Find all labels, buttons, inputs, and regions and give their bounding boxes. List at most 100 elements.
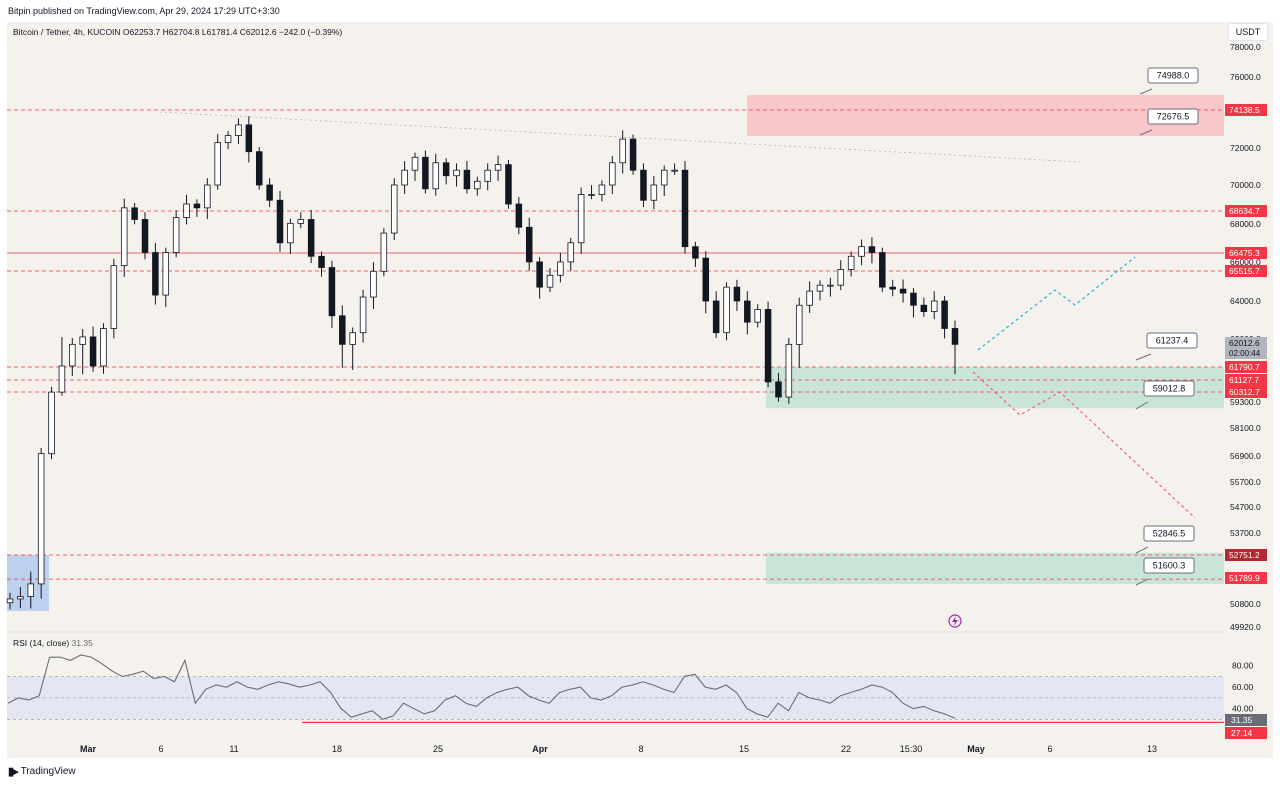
publisher-bar: Bitpin published on TradingView.com, Apr…	[0, 0, 1280, 22]
rsi-line	[7, 654, 956, 720]
candle-body-6	[69, 343, 76, 367]
callout-box-4	[1143, 525, 1195, 542]
bullish-projection-path	[977, 256, 1136, 351]
candle-body-47	[494, 164, 502, 171]
time-tick-label-10: May	[967, 744, 985, 754]
candle-body-71	[744, 300, 751, 323]
flash-icon	[948, 614, 962, 628]
callout-pointer-2	[1135, 353, 1152, 361]
price-tag-0: 74138.5	[1229, 105, 1260, 115]
candle-body-31	[328, 267, 336, 317]
candle-body-2	[27, 583, 35, 597]
legend-change: −242.0 (−0.39%)	[279, 27, 342, 37]
price-tag-bg-7	[1225, 549, 1267, 561]
candle-body-40	[422, 156, 429, 190]
candle-body-65	[681, 169, 689, 248]
price-tag-bg-0	[1225, 104, 1267, 116]
price-tag-6: 60312.7	[1229, 387, 1260, 397]
price-tag-2: 66475.3	[1229, 248, 1260, 258]
price-tick-label-0: 78000.0	[1230, 42, 1261, 52]
candle-body-54	[567, 242, 575, 263]
candle-body-42	[442, 162, 450, 177]
candle-body-25	[266, 184, 273, 201]
callout-label-4: 52846.5	[1153, 529, 1186, 539]
legend-high-label: H	[163, 27, 169, 37]
candle-body-20	[214, 142, 221, 186]
symbol-legend: Bitcoin / Tether, 4h, KUCOIN O62253.7 H6…	[13, 27, 342, 37]
candle-body-81	[847, 255, 855, 270]
candle-body-12	[131, 207, 138, 220]
candle-body-14	[152, 252, 159, 296]
candle-body-39	[411, 156, 419, 171]
price-tag-3: 65515.7	[1229, 266, 1260, 276]
price-tag-bg-3	[1225, 265, 1267, 277]
candle-body-49	[515, 203, 523, 228]
callout-pointer-4	[1135, 546, 1149, 554]
time-tick-label-9: 15:30	[900, 744, 923, 754]
candle-body-28	[297, 219, 305, 224]
candle-body-85	[889, 286, 896, 290]
footer: ▮▸ TradingView	[8, 765, 76, 778]
callout-box-3	[1143, 380, 1195, 397]
callout-pointer-1	[1139, 129, 1153, 136]
candle-body-55	[577, 194, 585, 244]
price-tick-label-16: 50800.0	[1230, 599, 1261, 609]
callout-box-0	[1147, 67, 1199, 84]
candle-body-38	[401, 169, 408, 186]
price-tag-bg-4	[1225, 361, 1267, 373]
price-tag-bg-8	[1225, 572, 1267, 584]
candle-body-79	[827, 284, 834, 287]
price-tick-label-9: 59300.0	[1230, 397, 1261, 407]
time-tick-label-12: 13	[1147, 744, 1157, 754]
legend-symbol: Bitcoin / Tether, 4h, KUCOIN	[13, 27, 123, 37]
time-tick-label-5: Apr	[532, 744, 548, 754]
legend-low-label: L	[202, 27, 207, 37]
candle-body-59	[619, 138, 626, 164]
candle-body-29	[307, 219, 315, 257]
candle-body-37	[390, 184, 398, 234]
candle-body-16	[172, 217, 180, 253]
rsi-tick-label-0: 80.00	[1232, 661, 1254, 671]
candle-body-90	[941, 300, 948, 329]
legend-open-label: O	[123, 27, 130, 37]
price-tag-bg-5	[1225, 374, 1267, 386]
candle-body-75	[785, 343, 793, 398]
candle-body-8	[89, 336, 97, 367]
price-tag-4: 61790.7	[1229, 362, 1260, 372]
candle-body-32	[339, 315, 346, 345]
rsi-tick-label-2: 40.00	[1232, 704, 1254, 714]
candle-body-22	[235, 124, 242, 136]
candle-body-35	[370, 270, 377, 298]
price-chart[interactable]: 78000.076000.074000.072000.070000.068000…	[0, 0, 1280, 760]
price-tick-label-12: 55700.0	[1230, 477, 1261, 487]
legend-close-label: C	[240, 27, 246, 37]
rsi-legend-name: RSI	[13, 638, 30, 648]
candle-body-48	[505, 164, 512, 205]
candle-body-69	[723, 286, 730, 334]
zone-resistance-0	[747, 94, 1224, 136]
candle-body-82	[858, 246, 865, 257]
time-tick-label-8: 22	[841, 744, 851, 754]
candle-body-26	[276, 199, 284, 244]
candle-body-58	[609, 162, 616, 186]
callout-pointer-3	[1135, 401, 1149, 410]
currency-button[interactable]: USDT	[1228, 23, 1268, 41]
price-tick-label-6: 66000.0	[1230, 257, 1261, 267]
callout-pointer-5	[1135, 578, 1149, 586]
candle-body-23	[245, 124, 253, 153]
price-tag-5: 61127.7	[1229, 375, 1259, 385]
candle-body-4	[48, 391, 55, 455]
candle-body-41	[432, 162, 440, 190]
callout-label-2: 61237.4	[1156, 336, 1189, 346]
time-tick-label-4: 25	[433, 744, 443, 754]
candle-body-88	[920, 304, 928, 312]
rsi-last-tag-bg	[1225, 714, 1267, 726]
published-caption: Bitpin published on TradingView.com, Apr…	[8, 6, 280, 16]
rsi-support-tag: 27.14	[1231, 728, 1253, 738]
candle-body-72	[754, 309, 761, 323]
candle-body-1	[17, 596, 24, 600]
candle-body-33	[349, 332, 356, 345]
candle-body-0	[6, 598, 14, 604]
callout-label-3: 59012.8	[1153, 384, 1186, 394]
candle-body-78	[816, 284, 824, 292]
